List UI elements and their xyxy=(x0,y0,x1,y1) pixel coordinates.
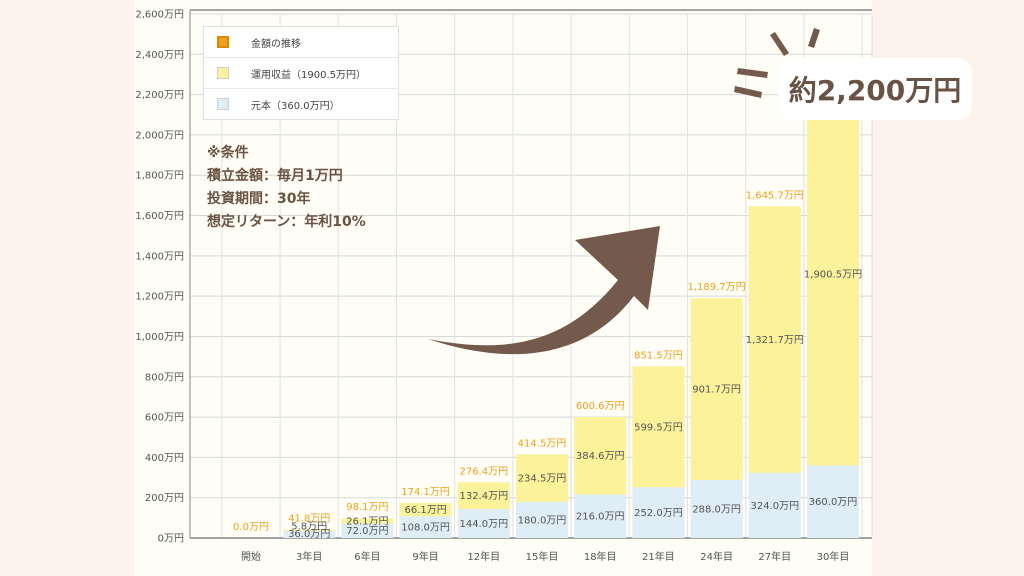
x-tick-label: 21年目 xyxy=(642,550,675,563)
x-tick-label: 24年目 xyxy=(700,550,733,563)
bar-returns xyxy=(283,529,336,531)
returns-value-label: 132.4万円 xyxy=(459,491,508,502)
principal-value-label: 108.0万円 xyxy=(401,523,450,534)
conditions-expected-return: 想定リターン：年利10% xyxy=(207,214,366,230)
bar-returns xyxy=(690,298,743,480)
bar-principal xyxy=(283,530,336,538)
chart-legend: 金額の推移 運用収益（1900.5万円） 元本（360.0万円） xyxy=(203,26,399,120)
total-value-label: 414.5万円 xyxy=(518,438,567,449)
total-value-label: 851.5万円 xyxy=(634,350,683,361)
y-tick-label: 400万円 xyxy=(145,453,184,464)
x-tick-label: 9年目 xyxy=(412,550,438,563)
bar-principal xyxy=(690,479,743,538)
y-tick-label: 0万円 xyxy=(158,534,184,545)
y-tick-label: 1,000万円 xyxy=(135,332,184,343)
total-value-label: 1,189.7万円 xyxy=(688,282,746,293)
y-tick-label: 200万円 xyxy=(145,493,184,504)
returns-value-label: 599.5万円 xyxy=(634,422,683,433)
total-callout: 約2,200万円 xyxy=(778,58,972,120)
returns-value-label: 1,900.5万円 xyxy=(804,269,862,280)
legend-label-principal: 元本（360.0万円） xyxy=(251,100,340,112)
total-callout-text: 約2,200万円 xyxy=(788,74,962,107)
x-tick-label: 18年目 xyxy=(584,550,617,563)
legend-swatch-returns xyxy=(217,67,229,79)
legend-label-total: 金額の推移 xyxy=(251,38,301,50)
y-tick-label: 2,400万円 xyxy=(135,50,184,61)
conditions-monthly-amount: 積立金額：毎月1万円 xyxy=(207,168,343,184)
bar-returns xyxy=(748,206,801,473)
total-value-label: 41.8万円 xyxy=(288,514,330,525)
principal-value-label: 360.0万円 xyxy=(809,497,858,508)
total-value-label: 1,645.7万円 xyxy=(746,190,804,201)
x-tick-label: 3年目 xyxy=(296,550,322,563)
total-value-label: 174.1万円 xyxy=(401,487,450,498)
bar-returns xyxy=(807,82,859,466)
legend-item-principal[interactable]: 元本（360.0万円） xyxy=(204,89,398,119)
bar-principal xyxy=(341,523,394,538)
principal-value-label: 252.0万円 xyxy=(634,508,683,519)
bar-returns xyxy=(632,366,685,488)
bar-principal xyxy=(399,516,452,538)
x-tick-label: 27年目 xyxy=(758,550,791,563)
principal-value-label: 216.0万円 xyxy=(576,512,625,523)
y-tick-label: 600万円 xyxy=(145,413,184,424)
returns-value-label: 234.5万円 xyxy=(518,474,567,485)
principal-value-label: 324.0万円 xyxy=(750,501,799,512)
returns-value-label: 5.8万円 xyxy=(291,522,327,533)
y-tick-label: 1,600万円 xyxy=(135,211,184,222)
returns-value-label: 26.1万円 xyxy=(346,516,388,527)
bar-returns xyxy=(341,518,394,524)
x-tick-label: 15年目 xyxy=(526,550,559,563)
x-tick-label: 6年目 xyxy=(354,550,380,563)
returns-value-label: 384.6万円 xyxy=(576,451,625,462)
bar-returns xyxy=(574,416,627,495)
conditions-heading: ※条件 xyxy=(207,145,249,161)
total-value-label: 276.4万円 xyxy=(459,466,508,477)
bar-principal xyxy=(807,465,859,538)
legend-swatch-total xyxy=(217,36,229,48)
bar-principal xyxy=(748,472,801,538)
total-value-label: 98.1万円 xyxy=(346,502,388,513)
returns-value-label: 66.1万円 xyxy=(404,505,446,516)
conditions-block: ※条件 積立金額：毎月1万円 投資期間：30年 想定リターン：年利10% xyxy=(207,142,366,234)
y-tick-label: 2,000万円 xyxy=(135,130,184,141)
x-tick-label: 12年目 xyxy=(467,550,500,563)
principal-value-label: 288.0万円 xyxy=(692,504,741,515)
principal-value-label: 36.0万円 xyxy=(288,529,330,540)
legend-item-returns[interactable]: 運用収益（1900.5万円） xyxy=(204,58,398,89)
total-value-label: 600.6万円 xyxy=(576,401,625,412)
returns-value-label: 1,321.7万円 xyxy=(746,335,804,346)
bar-principal xyxy=(632,487,685,538)
y-tick-label: 1,400万円 xyxy=(135,251,184,262)
returns-value-label: 901.7万円 xyxy=(692,385,741,396)
legend-label-returns: 運用収益（1900.5万円） xyxy=(251,69,366,81)
x-tick-label: 開始 xyxy=(241,550,261,563)
principal-value-label: 180.0万円 xyxy=(518,515,567,526)
bar-returns xyxy=(399,502,452,517)
bar-returns xyxy=(457,482,510,509)
principal-value-label: 144.0万円 xyxy=(459,519,508,530)
y-tick-label: 2,600万円 xyxy=(135,10,184,21)
total-value-label: 0.0万円 xyxy=(233,522,269,533)
principal-value-label: 72.0万円 xyxy=(346,526,388,537)
conditions-investment-period: 投資期間：30年 xyxy=(207,191,311,207)
legend-swatch-principal xyxy=(217,98,229,110)
y-tick-label: 800万円 xyxy=(145,372,184,383)
bar-principal xyxy=(574,494,627,538)
legend-item-total[interactable]: 金額の推移 xyxy=(204,27,398,58)
bar-returns xyxy=(516,454,568,502)
y-tick-label: 2,200万円 xyxy=(135,90,184,101)
bar-principal xyxy=(516,501,568,538)
y-tick-label: 1,800万円 xyxy=(135,171,184,182)
bar-principal xyxy=(457,508,510,538)
y-tick-label: 1,200万円 xyxy=(135,292,184,303)
x-tick-label: 30年目 xyxy=(817,550,850,563)
